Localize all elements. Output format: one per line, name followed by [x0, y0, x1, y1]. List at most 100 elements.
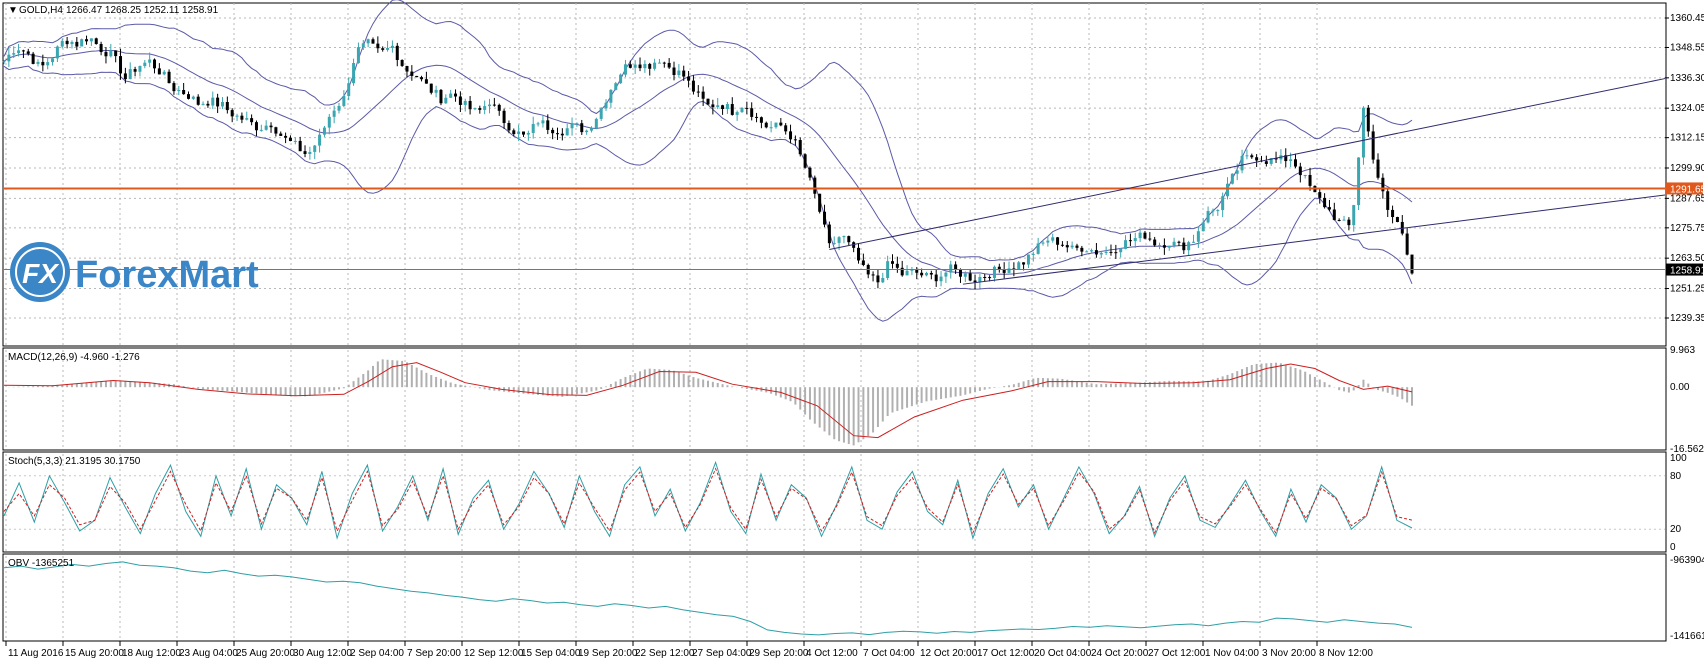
stochastic-tick-label: 80: [1670, 471, 1682, 482]
candle-body: [400, 59, 404, 66]
price-tick-label: 1312.15: [1670, 133, 1704, 144]
candle-body: [934, 274, 938, 282]
candle-body: [779, 122, 783, 126]
candle-body: [191, 96, 195, 99]
candle-body: [1308, 174, 1312, 186]
macd-signal-line: [3, 362, 1413, 439]
candle-body: [657, 62, 661, 64]
stochastic-panel[interactable]: [2, 451, 1667, 553]
candle-body: [546, 120, 550, 130]
candle-body: [211, 97, 215, 106]
candle-body: [274, 127, 278, 134]
candle-body: [1099, 252, 1103, 255]
candle-body: [259, 129, 263, 131]
candle-body: [1026, 254, 1030, 265]
candle-body: [381, 48, 385, 50]
candle-body: [167, 71, 171, 84]
candle-body: [2, 61, 6, 63]
candle-body: [1128, 240, 1132, 242]
candle-body: [1298, 166, 1302, 176]
symbol-menu-arrow[interactable]: ▼: [8, 5, 18, 16]
price-tick-label: 1348.55: [1670, 42, 1704, 53]
candle-body: [133, 69, 137, 72]
candle-body: [293, 140, 297, 142]
candle-body: [1031, 253, 1035, 255]
candle-body: [1090, 250, 1094, 252]
logo-circle-icon: [10, 242, 70, 302]
candle-body: [492, 104, 496, 106]
candle-body: [721, 105, 725, 110]
candle-body: [759, 117, 763, 123]
candle-body: [764, 122, 768, 128]
candle-body: [924, 272, 928, 276]
candle-body: [371, 39, 375, 44]
time-tick-label: 19 Sep 20:00: [578, 648, 638, 659]
candle-body: [1007, 268, 1011, 273]
candle-body: [1094, 250, 1098, 255]
candle-body: [1245, 155, 1249, 157]
candle-body: [1109, 251, 1113, 253]
obv-series: [3, 561, 1413, 636]
candle-body: [46, 62, 50, 66]
candle-body: [7, 54, 11, 62]
candle-body: [332, 110, 336, 117]
candle-body: [99, 44, 103, 53]
candle-body: [65, 40, 69, 45]
candle-body: [109, 50, 113, 57]
price-tick-label: 1336.30: [1670, 73, 1704, 84]
candle-body: [153, 59, 157, 69]
candle-body: [789, 131, 793, 140]
candle-body: [769, 127, 773, 129]
candle-body: [823, 211, 827, 225]
candle-body: [327, 116, 331, 128]
obv-panel[interactable]: [2, 553, 1667, 642]
price-panel[interactable]: [2, 2, 1667, 347]
time-tick-label: 3 Nov 20:00: [1262, 648, 1316, 659]
candle-body: [1104, 251, 1108, 253]
price-tick-label: 1324.05: [1670, 103, 1704, 114]
candle-body: [701, 91, 705, 99]
candle-body: [599, 108, 603, 119]
candle-body: [157, 68, 161, 75]
candle-body: [1143, 232, 1147, 239]
candle-body: [735, 112, 739, 115]
candle-body: [648, 63, 652, 69]
candle-body: [80, 39, 84, 47]
candle-body: [298, 140, 302, 152]
candle-body: [405, 65, 409, 72]
candle-body: [633, 64, 637, 68]
candle-body: [424, 79, 428, 84]
candle-body: [628, 64, 632, 68]
candle-body: [89, 38, 93, 42]
candle-body: [342, 95, 346, 106]
candle-body: [968, 273, 972, 281]
candle-body: [978, 276, 982, 283]
candle-body: [1342, 219, 1346, 221]
candle-body: [1206, 211, 1210, 223]
candle-body: [186, 94, 190, 99]
candle-body: [1148, 238, 1152, 240]
candle-body: [944, 272, 948, 277]
candle-body: [143, 62, 147, 66]
grid-lines: [4, 3, 1665, 640]
candle-body: [988, 277, 992, 279]
candle-body: [827, 224, 831, 244]
candle-body: [303, 151, 307, 154]
time-tick-label: 1 Nov 04:00: [1205, 648, 1259, 659]
candle-body: [1318, 192, 1322, 198]
candle-body: [449, 93, 453, 98]
candle-body: [1230, 173, 1234, 184]
candle-body: [551, 129, 555, 134]
candle-body: [1162, 245, 1166, 248]
candle-body: [983, 276, 987, 278]
price-tick-label: 1299.90: [1670, 163, 1704, 174]
candle-body: [813, 177, 817, 194]
macd-panel[interactable]: [2, 347, 1667, 451]
candle-body: [876, 275, 880, 283]
candle-body: [517, 131, 521, 135]
candle-body: [1060, 244, 1064, 246]
candle-body: [308, 151, 312, 154]
candle-body: [696, 91, 700, 93]
candle-body: [1235, 170, 1239, 174]
